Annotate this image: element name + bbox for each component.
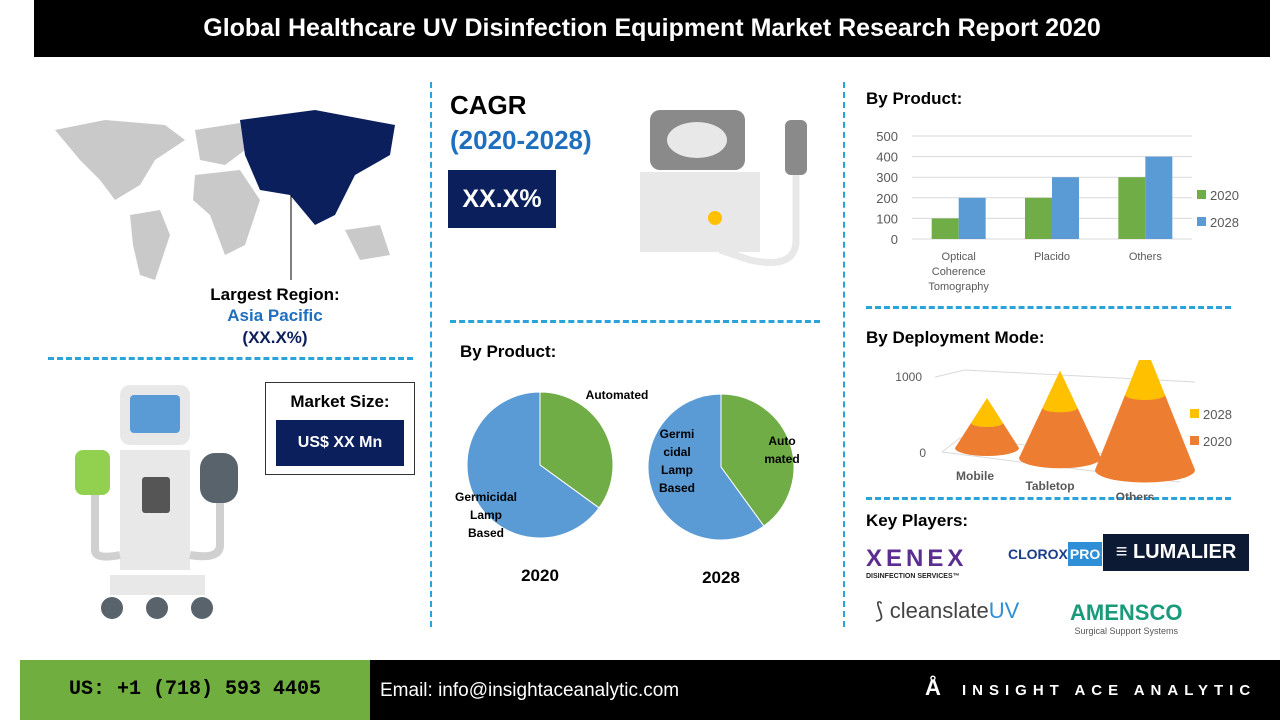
bar-2028: [1145, 156, 1173, 239]
divider: [450, 320, 820, 323]
legend-swatch: [1197, 217, 1206, 226]
pie-slice-auto-mated: [720, 393, 795, 527]
region-label: Largest Region:: [210, 285, 340, 304]
pie-slice-germi-cidal-lamp-based: [647, 393, 765, 541]
legend-label: 2020: [1203, 434, 1232, 449]
logo-amensco: AMENSCO Surgical Support Systems: [1070, 600, 1183, 636]
footer-brand: INSIGHT ACE ANALYTIC: [962, 682, 1257, 699]
logo-cloroxpro: CLOROX PRO: [1008, 542, 1103, 566]
brand-logo-icon: Å: [925, 675, 941, 700]
y-tick-label: 100: [876, 211, 898, 226]
pie-label: Lamp: [470, 508, 502, 522]
cone-2028: [1042, 370, 1078, 413]
bar-2020: [931, 218, 959, 239]
page-title: Global Healthcare UV Disinfection Equipm…: [34, 0, 1270, 57]
legend-label: 2028: [1210, 215, 1239, 230]
cone-2028: [1125, 360, 1165, 400]
y-tick-label: 200: [876, 191, 898, 206]
key-players-title: Key Players:: [866, 511, 969, 530]
bar-2020: [1025, 197, 1052, 239]
bar-2028: [958, 197, 986, 239]
cone-section-title: By Deployment Mode:: [866, 328, 1045, 347]
cagr-label: CAGR: [450, 90, 527, 120]
cagr-value: XX.X%: [448, 170, 556, 228]
pie-2028-title: 2028: [702, 568, 740, 587]
bar-section-title: By Product:: [866, 89, 963, 108]
y-tick-label: 0: [919, 446, 926, 460]
market-size-value: US$ XX Mn: [276, 420, 404, 466]
region-share: (XX.X%): [242, 328, 308, 347]
y-tick-label: 400: [876, 150, 898, 165]
legend-swatch: [1190, 409, 1199, 418]
x-tick-label: Others: [1129, 251, 1163, 263]
pie-label: mated: [764, 452, 799, 466]
divider: [866, 497, 1231, 500]
pie-slice-automated: [539, 391, 614, 509]
bar-2028: [1052, 177, 1079, 239]
cone-2020: [1095, 395, 1195, 483]
pie-label: Automated: [586, 388, 649, 402]
x-tick-label: Mobile: [956, 469, 994, 483]
divider: [430, 82, 432, 627]
uv-robot-illustration: [75, 385, 238, 619]
bar-2020: [1118, 177, 1146, 239]
pie-label: Germi: [660, 427, 695, 441]
x-tick-label: Optical: [942, 251, 976, 263]
footer-phone: US: +1 (718) 593 4405: [20, 660, 370, 720]
logo-xenex: XENEX DISINFECTION SERVICES™: [866, 545, 968, 580]
deployment-cone-chart: 1000 0 Mobile Tabletop Others 2028 2020: [895, 360, 1232, 500]
market-size-box: Market Size: US$ XX Mn: [265, 382, 415, 475]
pie-label: Lamp: [661, 463, 693, 477]
logo-cleanslateuv: ⟆ cleanslateUV: [875, 598, 1020, 623]
legend-swatch: [1190, 436, 1199, 445]
x-tick-label: Coherence: [932, 266, 986, 278]
x-tick-label: Tomography: [928, 281, 989, 293]
logo-lumalier: ≡ LUMALIER: [1103, 534, 1249, 571]
pie-2020-title: 2020: [521, 566, 559, 585]
pie-slice-germicidal-lamp-based: [466, 391, 600, 539]
device-illustration: [640, 110, 807, 266]
pie-label: cidal: [663, 445, 690, 459]
x-tick-label: Others: [1116, 490, 1155, 500]
footer-email[interactable]: Email: info@insightaceanalytic.com: [380, 680, 680, 701]
cone-2020: [1019, 408, 1101, 469]
y-tick-label: 1000: [895, 370, 922, 384]
pie-section-title: By Product:: [460, 342, 557, 361]
x-tick-label: Tabletop: [1025, 479, 1074, 493]
cagr-period: (2020-2028): [450, 125, 592, 155]
y-tick-label: 300: [876, 170, 898, 185]
pie-label: Based: [659, 481, 695, 495]
y-tick-label: 0: [891, 232, 898, 247]
bar-chart: 0 100 200 300 400 500 Optical Coherence Tomograp…: [876, 129, 1239, 293]
y-tick-label: 500: [876, 129, 898, 144]
cone-2028: [971, 398, 1003, 427]
world-map: [55, 110, 395, 280]
market-size-label: Market Size:: [290, 392, 390, 411]
region-name: Asia Pacific: [227, 306, 323, 325]
legend-label: 2028: [1203, 407, 1232, 422]
footer-bar: Email: info@insightaceanalytic.com Å INS…: [370, 660, 1280, 720]
divider: [843, 82, 845, 627]
pie-label: Auto: [768, 434, 795, 448]
x-tick-label: Placido: [1034, 251, 1070, 263]
legend-label: 2020: [1210, 188, 1239, 203]
legend-swatch: [1197, 190, 1206, 199]
pie-label: Germicidal: [455, 490, 517, 504]
divider: [48, 357, 413, 360]
divider: [866, 306, 1231, 309]
cone-2020: [955, 423, 1019, 456]
pie-charts: AutomatedGermicidalLampBasedAutomatedGer…: [455, 388, 800, 587]
pie-label: Based: [468, 526, 504, 540]
